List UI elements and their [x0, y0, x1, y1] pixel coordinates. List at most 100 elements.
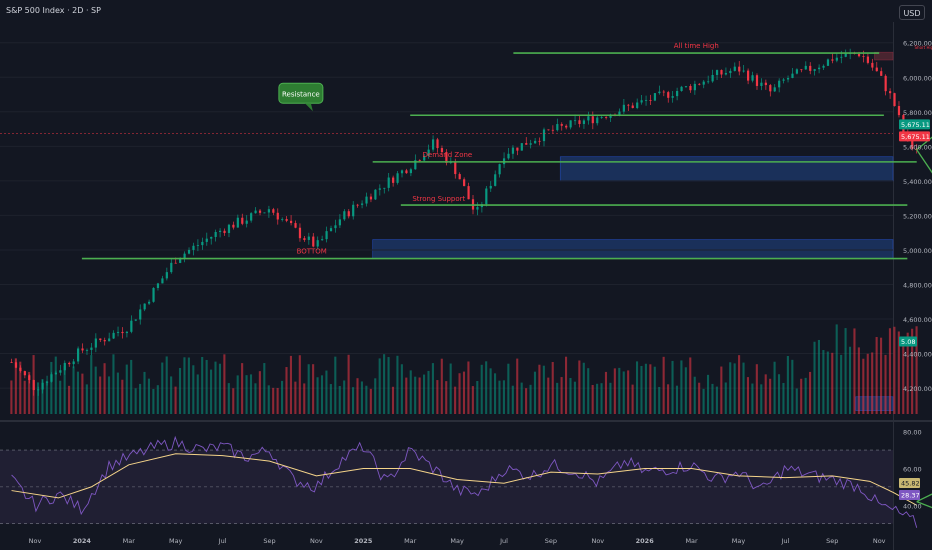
volume-bar	[94, 366, 97, 414]
volume-bar	[125, 364, 128, 414]
volume-bar	[23, 380, 26, 414]
time-tick-label: Nov	[310, 537, 323, 545]
currency-button[interactable]: USD	[899, 5, 925, 20]
rsi-ma-value: 45.82	[901, 480, 920, 488]
volume-bar	[675, 385, 679, 414]
candle-body	[223, 230, 226, 234]
time-tick-label: 2025	[354, 537, 373, 545]
volume-bar	[853, 328, 856, 414]
candle-body	[347, 211, 350, 217]
candle-body	[192, 245, 195, 250]
volume-bar	[529, 384, 532, 414]
volume-bar	[738, 355, 741, 414]
candle-body	[312, 236, 315, 247]
volume-bar	[667, 384, 670, 414]
candle-body	[329, 228, 333, 232]
candle-body	[134, 319, 137, 321]
volume-bar	[813, 341, 816, 414]
rsi-line	[11, 435, 918, 528]
candle-body	[511, 147, 515, 154]
volume-bar	[862, 358, 865, 414]
volume-bar	[582, 362, 585, 414]
candle-body	[773, 87, 776, 92]
candle-body	[130, 320, 133, 332]
candle-body	[627, 104, 630, 106]
time-tick-label: Mar	[123, 537, 136, 545]
volume-bar	[320, 375, 324, 414]
candle-body	[671, 96, 674, 98]
volume-bar	[786, 355, 789, 414]
candle-body	[507, 153, 510, 159]
candle-body	[81, 348, 84, 351]
zone-demand-zone-box	[559, 156, 894, 182]
volume-bar	[227, 383, 230, 414]
volume-bar	[587, 368, 590, 414]
volume-bar	[902, 344, 905, 414]
volume-bar	[817, 339, 821, 414]
candle-body	[831, 59, 834, 61]
current-price-badge-up	[899, 119, 930, 130]
candle-body	[148, 301, 151, 304]
candle-body	[529, 143, 532, 145]
volume-bar	[116, 372, 119, 414]
volume-bar	[662, 356, 665, 414]
resistance-callout	[278, 82, 324, 104]
candle-body	[218, 230, 222, 232]
candle-body	[804, 65, 807, 70]
candle-body	[23, 371, 26, 376]
candle-body	[245, 220, 248, 224]
volume-bar	[591, 384, 594, 414]
rsi-ma-line	[11, 453, 917, 506]
candle-body	[733, 66, 736, 71]
candle-body	[897, 106, 901, 116]
volume-bar	[374, 378, 377, 414]
candle-body	[236, 217, 239, 228]
candle-body	[911, 140, 914, 149]
candle-body	[436, 139, 439, 149]
volume-bar	[844, 328, 847, 414]
candle-body	[738, 66, 741, 72]
candle-body	[365, 196, 368, 204]
candle-body	[463, 179, 466, 187]
volume-bar	[14, 358, 17, 414]
candle-body	[476, 207, 479, 210]
candle-body	[809, 65, 812, 71]
candle-body	[263, 212, 266, 214]
candle-body	[77, 348, 80, 362]
candle-body	[152, 288, 155, 302]
candle-body	[644, 100, 648, 102]
candle-body	[108, 338, 111, 342]
volume-bar	[210, 369, 213, 414]
annotations-layer: All time High Resistance Demand Zone Strong…	[81, 42, 932, 260]
candle-body	[600, 117, 603, 118]
candle-body	[569, 120, 572, 128]
candle-body	[520, 143, 523, 151]
candle-body	[387, 177, 390, 188]
volume-bar	[147, 378, 151, 414]
volume-bar	[19, 361, 22, 414]
volume-bar	[329, 384, 332, 414]
volume-bar	[564, 356, 568, 414]
candle-body	[596, 117, 599, 124]
candle-body	[893, 93, 896, 107]
candle-body	[693, 83, 696, 91]
volume-bar	[112, 354, 115, 414]
candle-body	[19, 367, 22, 372]
volume-bar	[81, 373, 84, 414]
volume-bar	[489, 368, 492, 414]
volume-bar	[139, 383, 142, 414]
volume-bar	[347, 354, 350, 414]
symbol-title: S&P 500 Index · 2D · SP	[6, 6, 101, 15]
volume-bar	[192, 365, 195, 414]
rsi-ma-badge	[899, 478, 920, 488]
candle-body	[760, 82, 763, 86]
volume-bar	[777, 374, 781, 414]
volume-bar	[436, 380, 439, 414]
volume-bar	[76, 371, 80, 414]
volume-bar	[99, 376, 102, 414]
volume-bar	[915, 326, 918, 414]
price-tick-label: 6,200.00	[903, 40, 932, 48]
candle-body	[143, 303, 146, 310]
candle-body	[68, 362, 71, 365]
